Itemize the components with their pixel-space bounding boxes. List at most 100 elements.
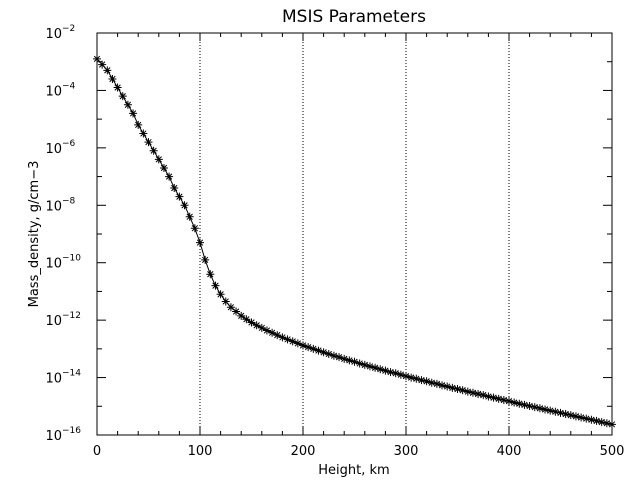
data-point [345,356,354,365]
y-tick-base: 10 [45,142,62,157]
x-tick-label: 0 [93,444,101,459]
data-point [577,413,586,422]
data-point [252,321,261,330]
data-point [365,362,374,371]
y-tick-base: 10 [45,27,62,42]
data-point [170,184,179,193]
data-point [242,315,251,324]
data-point [206,270,215,279]
data-point [226,303,235,312]
data-point [608,420,616,429]
plot-frame [96,32,613,436]
data-point [571,412,580,421]
data-point [474,389,483,398]
data-point [396,370,405,379]
data-point [443,382,452,391]
y-tick-label: 10 −16 [45,426,81,444]
data-point [293,339,302,348]
series-line [96,58,613,425]
data-point [340,354,349,363]
data-point [494,394,503,403]
data-point [484,392,493,401]
data-point [98,60,107,69]
data-point [546,406,555,415]
data-point [505,397,513,406]
data-point [196,238,204,247]
data-point [520,400,529,409]
data-point [371,363,380,372]
y-tick-exponent: −6 [62,139,76,149]
data-point [391,369,400,378]
data-point [201,255,210,264]
data-point [237,311,246,320]
data-point [103,66,112,75]
data-point [535,404,544,413]
x-axis-label: Height, km [318,463,389,478]
y-tick-exponent: −4 [62,81,76,91]
y-tick-exponent: −14 [62,369,81,379]
data-point [530,403,539,412]
y-tick-exponent: −8 [62,196,76,206]
data-point [350,357,359,366]
data-point [268,328,277,337]
data-point [247,318,256,327]
data-point [118,92,127,101]
y-tick-exponent: −10 [62,254,81,264]
data-point [453,385,462,394]
chart-title: MSIS Parameters [282,7,426,27]
data-point [468,388,477,397]
data-point [324,350,333,359]
data-point [422,377,431,386]
y-tick-label: 10 −4 [45,81,75,99]
y-axis-label: Mass_density, g/cm−3 [27,161,42,308]
y-tick-base: 10 [45,314,62,329]
y-tick-exponent: −12 [62,311,81,321]
axis-ticks [96,32,613,436]
y-tick-label: 10 −6 [45,139,75,157]
x-tick-label: 500 [600,444,625,459]
x-tick-label: 300 [394,444,419,459]
data-point [309,344,318,353]
data-point [448,383,457,392]
data-point [551,407,560,416]
data-point [257,323,266,332]
data-point [587,415,596,424]
data-point [432,379,441,388]
data-point [288,337,297,346]
data-point [566,411,575,420]
data-point [175,192,184,201]
y-tick-label: 10 −10 [45,254,81,272]
data-point [134,120,143,129]
reference-lines [199,33,510,435]
y-tick-base: 10 [45,257,62,272]
data-point [335,353,344,362]
data-point [319,348,328,357]
data-point [139,129,148,138]
data-point [381,366,390,375]
data-point [438,381,447,390]
data-point [582,414,591,423]
data-markers [93,54,616,429]
data-point [602,419,611,428]
data-point [510,398,519,407]
y-tick-label: 10 −12 [45,311,81,329]
data-point [262,326,271,335]
data-point [541,405,550,414]
data-point [180,201,189,210]
y-tick-exponent: −2 [62,24,75,34]
x-tick-label: 200 [291,444,316,459]
data-point [355,359,364,368]
data-point [221,297,230,306]
data-point [489,393,498,402]
data-point [185,212,194,221]
data-point [154,155,163,164]
data-point [314,346,323,355]
y-tick-label: 10 −2 [45,24,75,42]
data-point [211,281,220,290]
data-point [407,373,416,382]
y-tick-label: 10 −8 [45,196,75,214]
data-point [417,376,426,385]
x-tick-label: 100 [188,444,213,459]
data-point [463,387,472,396]
